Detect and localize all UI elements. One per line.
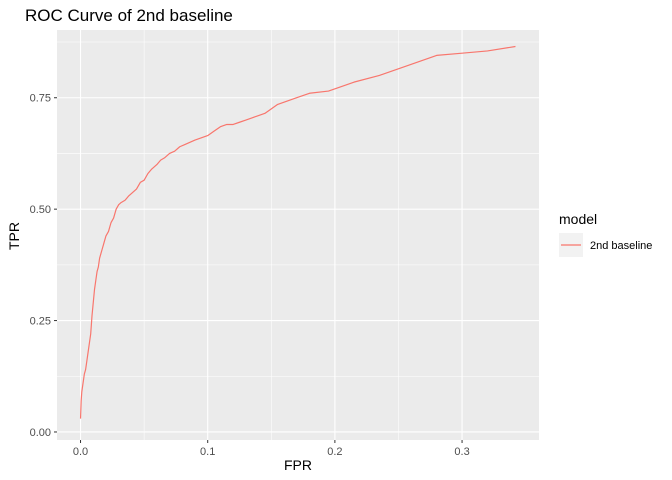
legend-title: model <box>559 211 597 227</box>
x-axis-title: FPR <box>284 457 312 473</box>
y-tick-label: 0.75 <box>30 93 51 105</box>
y-tick-label: 0.50 <box>30 204 51 216</box>
series-line <box>79 45 516 419</box>
series-layer <box>79 45 516 419</box>
y-axis-ticks: 0.00 0.25 0.50 0.75 <box>30 93 57 439</box>
x-tick-label: 0.3 <box>454 446 469 458</box>
y-axis-title: TPR <box>6 222 22 250</box>
grid-major <box>57 30 539 440</box>
plot-panel <box>57 30 539 440</box>
grid-minor <box>57 30 539 440</box>
x-tick-label: 0.0 <box>73 446 88 458</box>
legend: model 2nd baseline <box>559 211 652 257</box>
x-axis-ticks: 0.0 0.1 0.2 0.3 <box>73 440 470 458</box>
x-tick-label: 0.2 <box>327 446 342 458</box>
x-tick-label: 0.1 <box>200 446 215 458</box>
legend-label: 2nd baseline <box>590 240 652 252</box>
y-tick-label: 0.00 <box>30 427 51 439</box>
y-tick-label: 0.25 <box>30 316 51 328</box>
chart-title: ROC Curve of 2nd baseline <box>25 6 233 25</box>
